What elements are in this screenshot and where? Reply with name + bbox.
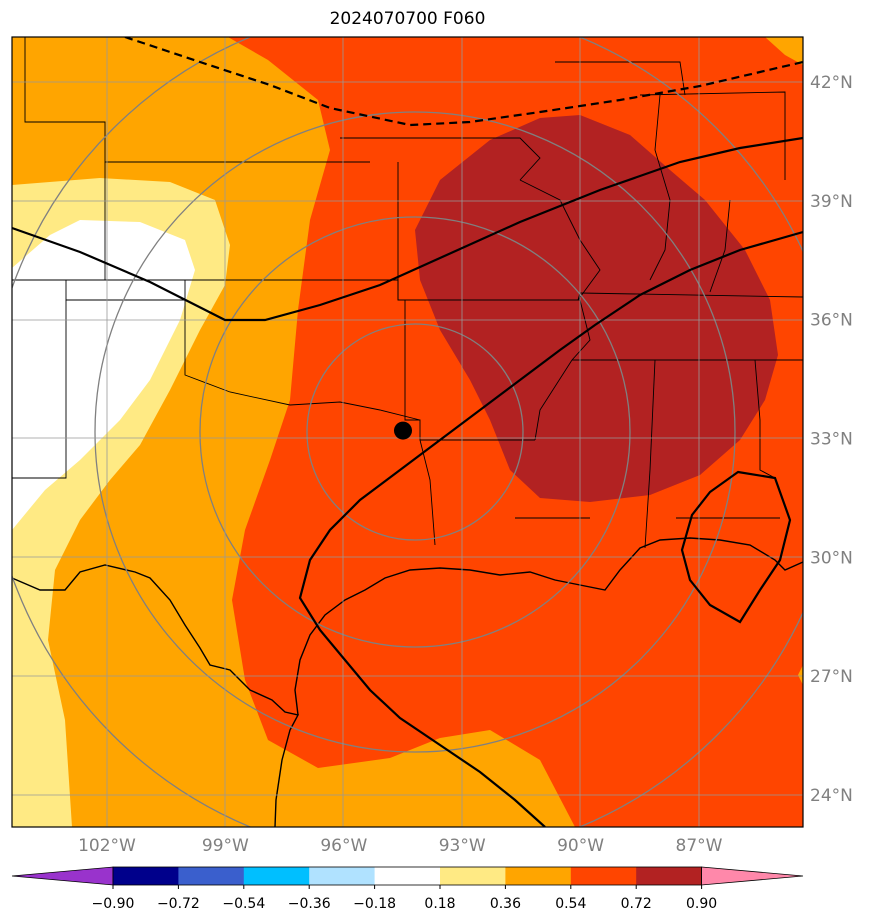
lon-label: 90°W [557, 836, 604, 856]
colorbar-segment [505, 867, 572, 885]
lon-label: 93°W [439, 836, 486, 856]
colorbar-segment [636, 867, 703, 885]
contour-1 [12, 136, 803, 322]
colorbar-label: −0.72 [157, 896, 200, 912]
lat-label: 33°N [810, 430, 853, 450]
lat-label: 24°N [810, 786, 853, 806]
gridlines [12, 37, 803, 827]
field-neg0.18-0.18 [12, 220, 195, 530]
colorbar-label: 0.90 [686, 896, 717, 912]
colorbar-outline [112, 866, 702, 886]
center-point-marker [394, 421, 412, 440]
latitude-labels: 42°N 39°N 36°N 33°N 30°N 27°N 24°N [810, 73, 853, 806]
coastline-gulf [294, 537, 803, 716]
lon-label: 87°W [676, 836, 723, 856]
colorbar-segment [309, 867, 376, 885]
contour-2 [298, 230, 803, 827]
colorbar-segment [113, 867, 179, 885]
colorbar-segment [243, 867, 310, 885]
lon-label: 99°W [202, 836, 249, 856]
field-0.36-0.54-ne [765, 37, 803, 65]
dashed-contour [124, 37, 803, 127]
lat-label: 42°N [810, 73, 853, 93]
map-plot-area [12, 37, 803, 827]
colorbar-label: 0.54 [555, 896, 586, 912]
colorbar-label: −0.54 [222, 896, 265, 912]
colorbar: −0.90 −0.72 −0.54 −0.36 −0.18 0.18 0.36 0.54 0.7… [11, 866, 804, 912]
lat-label: 36°N [810, 311, 853, 331]
contour-3 [680, 470, 792, 624]
colorbar-extend-max [701, 866, 804, 886]
field-0.72-0.90 [415, 115, 778, 502]
lon-label: 102°W [78, 836, 136, 856]
lon-label: 96°W [320, 836, 367, 856]
colorbar-segment [374, 867, 441, 885]
colorbar-extend-min [11, 866, 114, 886]
lat-label: 27°N [810, 667, 853, 687]
colorbar-segment [570, 867, 637, 885]
colorbar-label: 0.18 [424, 896, 455, 912]
chart-title: 2024070700 F060 [329, 9, 486, 29]
center-marker-layer [394, 421, 412, 440]
colorbar-label: 0.36 [490, 896, 521, 912]
range-rings [12, 37, 803, 827]
lat-label: 39°N [810, 192, 853, 212]
colorbar-label: −0.36 [288, 896, 331, 912]
lat-label: 30°N [810, 548, 853, 568]
field-0.36-0.54-e [798, 665, 803, 685]
colorbar-label: −0.18 [353, 896, 396, 912]
map-border [11, 36, 804, 828]
colorbar-label: −0.90 [92, 896, 135, 912]
colorbar-label: 0.72 [621, 896, 652, 912]
longitude-labels: 102°W 99°W 96°W 93°W 90°W 87°W [78, 836, 723, 856]
colorbar-segment [178, 867, 245, 885]
colorbar-segment [440, 867, 506, 885]
